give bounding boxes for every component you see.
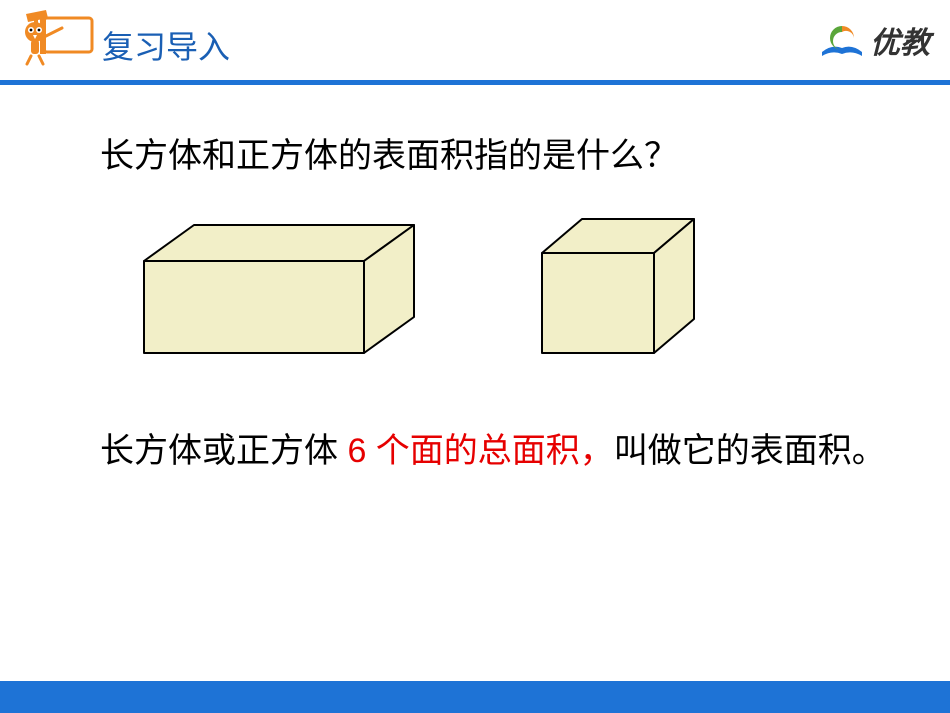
brand-text: 优教 [870, 18, 930, 62]
shapes-row [140, 217, 890, 357]
section-title: 复习导入 [102, 22, 230, 68]
answer-text: 长方体或正方体 6 个面的总面积，叫做它的表面积。 [100, 417, 890, 485]
cube-diagram [538, 217, 698, 357]
header-divider [0, 80, 950, 85]
answer-post: 叫做它的表面积。 [614, 432, 886, 470]
answer-highlight: 6 个面的总面积， [338, 432, 614, 470]
slide-header: 复习导入 优教 [0, 0, 950, 80]
owl-teacher-icon [18, 8, 96, 70]
brand: 优教 [820, 18, 930, 62]
slide-footer-bar [0, 681, 950, 713]
answer-pre: 长方体或正方体 [100, 432, 338, 470]
brand-logo-icon [820, 18, 864, 62]
slide-body: 长方体和正方体的表面积指的是什么？ 长方体或正方体 6 个面的总面积，叫做它的表… [0, 110, 950, 653]
cuboid-diagram [140, 223, 418, 357]
question-text: 长方体和正方体的表面积指的是什么？ [100, 128, 890, 177]
